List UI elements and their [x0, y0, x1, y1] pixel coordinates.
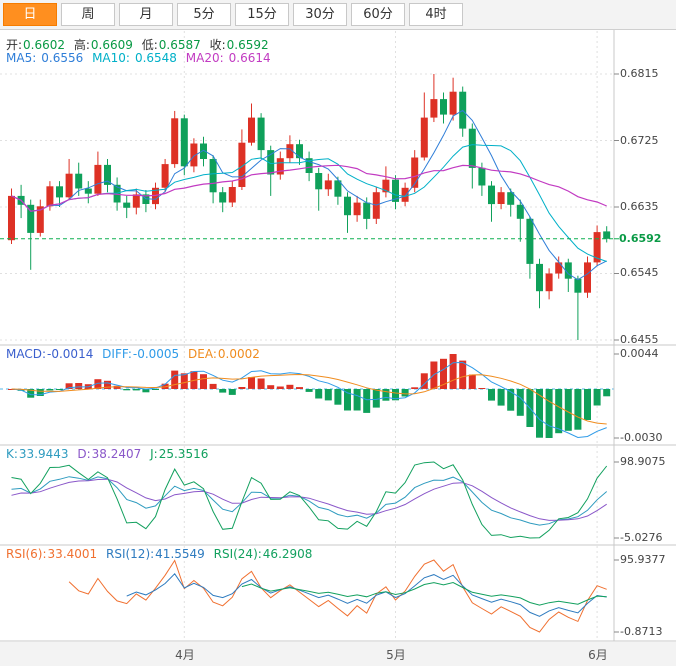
- open-label: 开:: [6, 38, 23, 52]
- macd-value: -0.0014: [47, 347, 94, 361]
- open-value: 0.6602: [23, 38, 66, 52]
- close-value: 0.6592: [226, 38, 269, 52]
- time-tick-may: 5月: [386, 648, 406, 662]
- diff-value: -0.0005: [132, 347, 180, 361]
- diff-label: DIFF:: [102, 347, 132, 361]
- time-tick-april: 4月: [175, 648, 195, 662]
- high-label: 高:: [73, 38, 90, 52]
- rsi6-value: 33.4001: [47, 547, 98, 561]
- tab-60min[interactable]: 60分: [351, 3, 405, 26]
- tab-30min[interactable]: 30分: [293, 3, 347, 26]
- tab-week[interactable]: 周: [61, 3, 115, 26]
- dea-value: 0.0002: [217, 347, 260, 361]
- macd-axis-max: 0.0044: [620, 347, 659, 360]
- price-tick-3: 0.6635: [620, 200, 659, 213]
- current-price-label: 0.6592: [619, 232, 662, 245]
- rsi-axis-max: 95.9377: [620, 553, 666, 566]
- rsi24-value: 46.2908: [262, 547, 313, 561]
- ma20-value: 0.6614: [228, 51, 271, 65]
- low-label: 低:: [141, 38, 158, 52]
- close-label: 收:: [209, 38, 226, 52]
- rsi24-label: RSI(24):: [213, 547, 262, 561]
- kdj-info: K:33.9443 D:38.2407 J:25.3516: [6, 447, 213, 461]
- tab-4hour[interactable]: 4时: [409, 3, 463, 26]
- rsi-info: RSI(6):33.4001 RSI(12):41.5549 RSI(24):4…: [6, 547, 317, 561]
- ma5-value: 0.6556: [41, 51, 84, 65]
- time-tick-june: 6月: [588, 648, 608, 662]
- ma-info: MA5: 0.6556 MA10: 0.6548 MA20: 0.6614: [6, 51, 276, 65]
- price-tick-5: 0.6455: [620, 333, 659, 346]
- time-axis-strip: [0, 642, 676, 666]
- d-value: 38.2407: [91, 447, 142, 461]
- j-value: 25.3516: [158, 447, 209, 461]
- k-label: K:: [6, 447, 18, 461]
- rsi12-label: RSI(12):: [106, 547, 155, 561]
- kdj-axis-max: 98.9075: [620, 455, 666, 468]
- low-value: 0.6587: [158, 38, 201, 52]
- dea-label: DEA:: [188, 347, 217, 361]
- tab-day[interactable]: 日: [3, 3, 57, 26]
- ma5-label: MA5:: [6, 51, 37, 65]
- tab-5min[interactable]: 5分: [177, 3, 231, 26]
- k-value: 33.9443: [18, 447, 69, 461]
- price-tick-1: 0.6815: [620, 67, 659, 80]
- d-label: D:: [77, 447, 91, 461]
- tab-month[interactable]: 月: [119, 3, 173, 26]
- timeframe-toolbar: 日 周 月 5分 15分 30分 60分 4时: [0, 0, 676, 30]
- kdj-axis-min: -5.0276: [620, 531, 663, 544]
- rsi6-label: RSI(6):: [6, 547, 47, 561]
- price-tick-4: 0.6545: [620, 266, 659, 279]
- j-label: J:: [150, 447, 158, 461]
- rsi-axis-min: -0.8713: [620, 625, 663, 638]
- ma10-value: 0.6548: [134, 51, 177, 65]
- macd-axis-min: -0.0030: [620, 431, 663, 444]
- ma20-label: MA20:: [185, 51, 224, 65]
- macd-info: MACD:-0.0014 DIFF:-0.0005 DEA:0.0002: [6, 347, 265, 361]
- price-tick-2: 0.6725: [620, 134, 659, 147]
- ma10-label: MA10:: [92, 51, 130, 65]
- tab-15min[interactable]: 15分: [235, 3, 289, 26]
- ohlc-info: 开:0.6602 高:0.6609 低:0.6587 收:0.6592: [6, 36, 274, 53]
- rsi12-value: 41.5549: [155, 547, 205, 561]
- high-value: 0.6609: [90, 38, 133, 52]
- macd-label: MACD:: [6, 347, 47, 361]
